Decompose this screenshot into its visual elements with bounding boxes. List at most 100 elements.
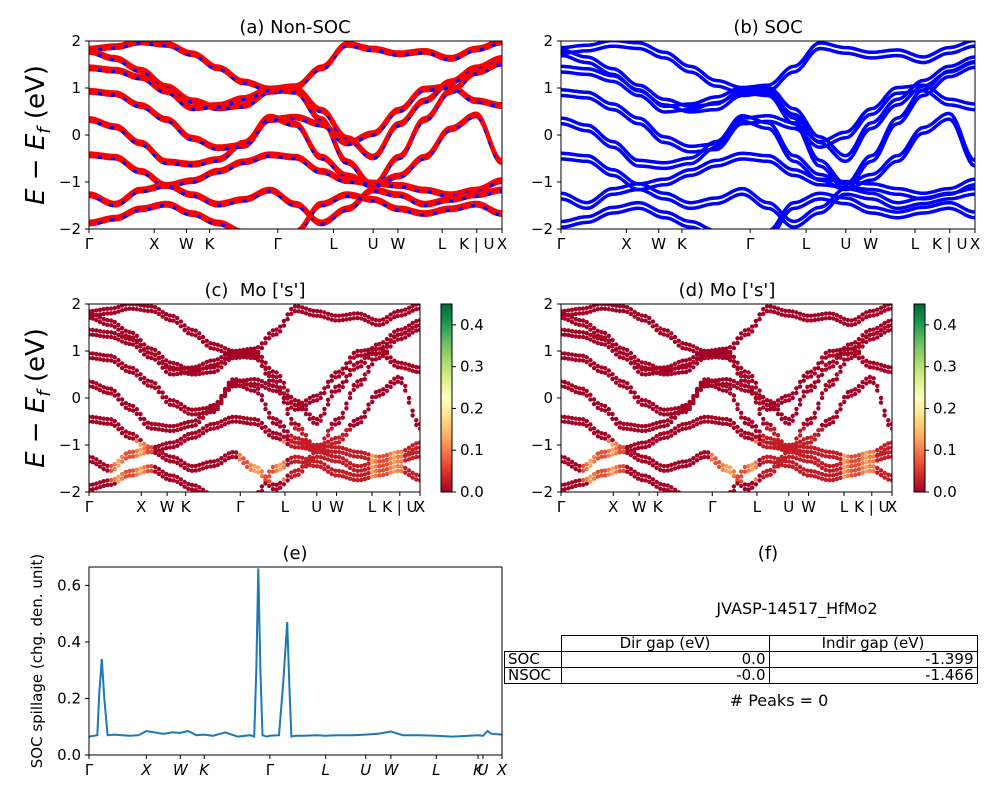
projection-point (384, 471, 390, 477)
projection-point (742, 464, 748, 470)
projection-point (381, 321, 386, 327)
projection-point (856, 315, 862, 320)
projection-point (171, 313, 176, 319)
projection-point (252, 384, 257, 389)
projection-point (761, 444, 766, 449)
projection-point (786, 442, 792, 448)
projection-point (823, 454, 828, 459)
projection-point (267, 373, 272, 379)
projection-point (606, 373, 611, 378)
projection-point (351, 477, 356, 482)
projection-point (307, 400, 312, 405)
band-line (561, 191, 975, 229)
projection-point (702, 377, 707, 382)
projection-point (694, 357, 700, 362)
projection-point (860, 451, 865, 456)
projection-point (705, 381, 711, 387)
projection-point (267, 382, 272, 388)
projection-point (845, 454, 851, 459)
projection-point (336, 449, 342, 455)
projection-point (588, 422, 593, 427)
projection-point (197, 368, 202, 373)
projection-point (101, 357, 106, 363)
projection-point (658, 467, 663, 473)
projection-point (801, 421, 806, 426)
projection-point (823, 449, 828, 454)
projection-point (672, 426, 678, 431)
projection-point (746, 332, 751, 337)
projection-point (370, 465, 375, 470)
projection-point (584, 393, 589, 398)
table-row: NSOC -0.0 -1.466 (504, 667, 978, 684)
projection-point (145, 378, 150, 383)
projection-point (676, 423, 681, 429)
projection-point (566, 415, 571, 420)
projection-point (384, 319, 390, 325)
projection-point (167, 367, 173, 372)
xtick-label: W (179, 235, 194, 253)
projection-point (775, 446, 781, 451)
projection-point (680, 422, 685, 427)
projection-point (270, 469, 276, 474)
projection-point (819, 355, 825, 360)
projection-point (768, 399, 773, 404)
projection-point (270, 383, 276, 389)
projection-point (406, 400, 412, 405)
projection-point (790, 418, 795, 423)
projection-point (108, 353, 114, 358)
projection-point (779, 442, 784, 447)
projection-point (101, 334, 106, 339)
projection-point (101, 479, 106, 484)
projection-point (808, 435, 814, 440)
projection-point (355, 478, 360, 483)
projection-point (779, 462, 784, 468)
projection-point (351, 382, 356, 388)
projection-point (790, 460, 795, 465)
projection-point (303, 398, 309, 403)
projection-point (735, 360, 740, 365)
projection-point (274, 379, 279, 385)
projection-point (153, 381, 158, 386)
projection-point (882, 443, 887, 448)
projection-point (164, 428, 169, 433)
projection-point (831, 316, 836, 321)
table-cell-indir: -1.466 (768, 667, 978, 684)
projection-point (709, 354, 714, 359)
projection-point (889, 426, 892, 431)
xtick-label: X (621, 235, 631, 253)
projection-point (871, 336, 876, 342)
projection-point (882, 408, 887, 413)
projection-point (244, 377, 250, 383)
projection-point (705, 450, 711, 455)
projection-point (116, 358, 121, 363)
panel-e-xticks: Γ X W K Γ L U W L KU X (85, 755, 508, 779)
projection-point (362, 414, 367, 419)
projection-point (119, 471, 125, 477)
projection-point (562, 351, 567, 356)
projection-point (713, 380, 718, 385)
projection-point (403, 465, 408, 471)
projection-point (329, 471, 334, 477)
projection-point (222, 357, 228, 362)
projection-point (580, 482, 586, 487)
projection-point (639, 440, 645, 445)
projection-point (680, 358, 685, 363)
projection-point (285, 429, 290, 434)
projection-point (175, 460, 180, 466)
colorbar-tick-label: 0.2 (933, 399, 957, 417)
projection-point (153, 469, 158, 474)
projection-point (112, 319, 117, 325)
projection-point (392, 381, 397, 386)
projection-point (790, 443, 795, 448)
projection-point (871, 365, 876, 370)
projection-point (580, 311, 586, 316)
projection-point (153, 421, 158, 427)
projection-point (595, 368, 600, 373)
xtick-label: U (840, 235, 851, 253)
projection-point (101, 329, 106, 334)
projection-point (650, 319, 656, 324)
projection-point (160, 469, 165, 474)
projection-point (875, 325, 880, 331)
projection-point (742, 328, 748, 333)
projection-point (208, 403, 213, 408)
